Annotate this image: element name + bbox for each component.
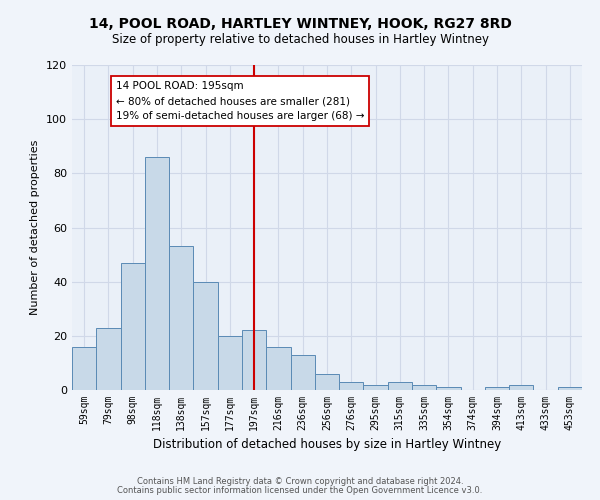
Text: 14 POOL ROAD: 195sqm
← 80% of detached houses are smaller (281)
19% of semi-deta: 14 POOL ROAD: 195sqm ← 80% of detached h…	[116, 81, 364, 121]
Bar	[121, 262, 145, 390]
Bar	[412, 384, 436, 390]
Bar	[558, 388, 582, 390]
Bar	[145, 157, 169, 390]
Bar	[242, 330, 266, 390]
Bar	[96, 328, 121, 390]
Text: Contains HM Land Registry data © Crown copyright and database right 2024.: Contains HM Land Registry data © Crown c…	[137, 477, 463, 486]
Bar	[509, 384, 533, 390]
Text: Size of property relative to detached houses in Hartley Wintney: Size of property relative to detached ho…	[112, 32, 488, 46]
Bar	[72, 346, 96, 390]
Text: Contains public sector information licensed under the Open Government Licence v3: Contains public sector information licen…	[118, 486, 482, 495]
Bar	[485, 388, 509, 390]
Bar	[364, 384, 388, 390]
X-axis label: Distribution of detached houses by size in Hartley Wintney: Distribution of detached houses by size …	[153, 438, 501, 452]
Bar	[315, 374, 339, 390]
Bar	[218, 336, 242, 390]
Bar	[388, 382, 412, 390]
Y-axis label: Number of detached properties: Number of detached properties	[31, 140, 40, 315]
Bar	[436, 388, 461, 390]
Bar	[169, 246, 193, 390]
Bar	[290, 355, 315, 390]
Bar	[266, 346, 290, 390]
Bar	[193, 282, 218, 390]
Text: 14, POOL ROAD, HARTLEY WINTNEY, HOOK, RG27 8RD: 14, POOL ROAD, HARTLEY WINTNEY, HOOK, RG…	[89, 18, 511, 32]
Bar	[339, 382, 364, 390]
